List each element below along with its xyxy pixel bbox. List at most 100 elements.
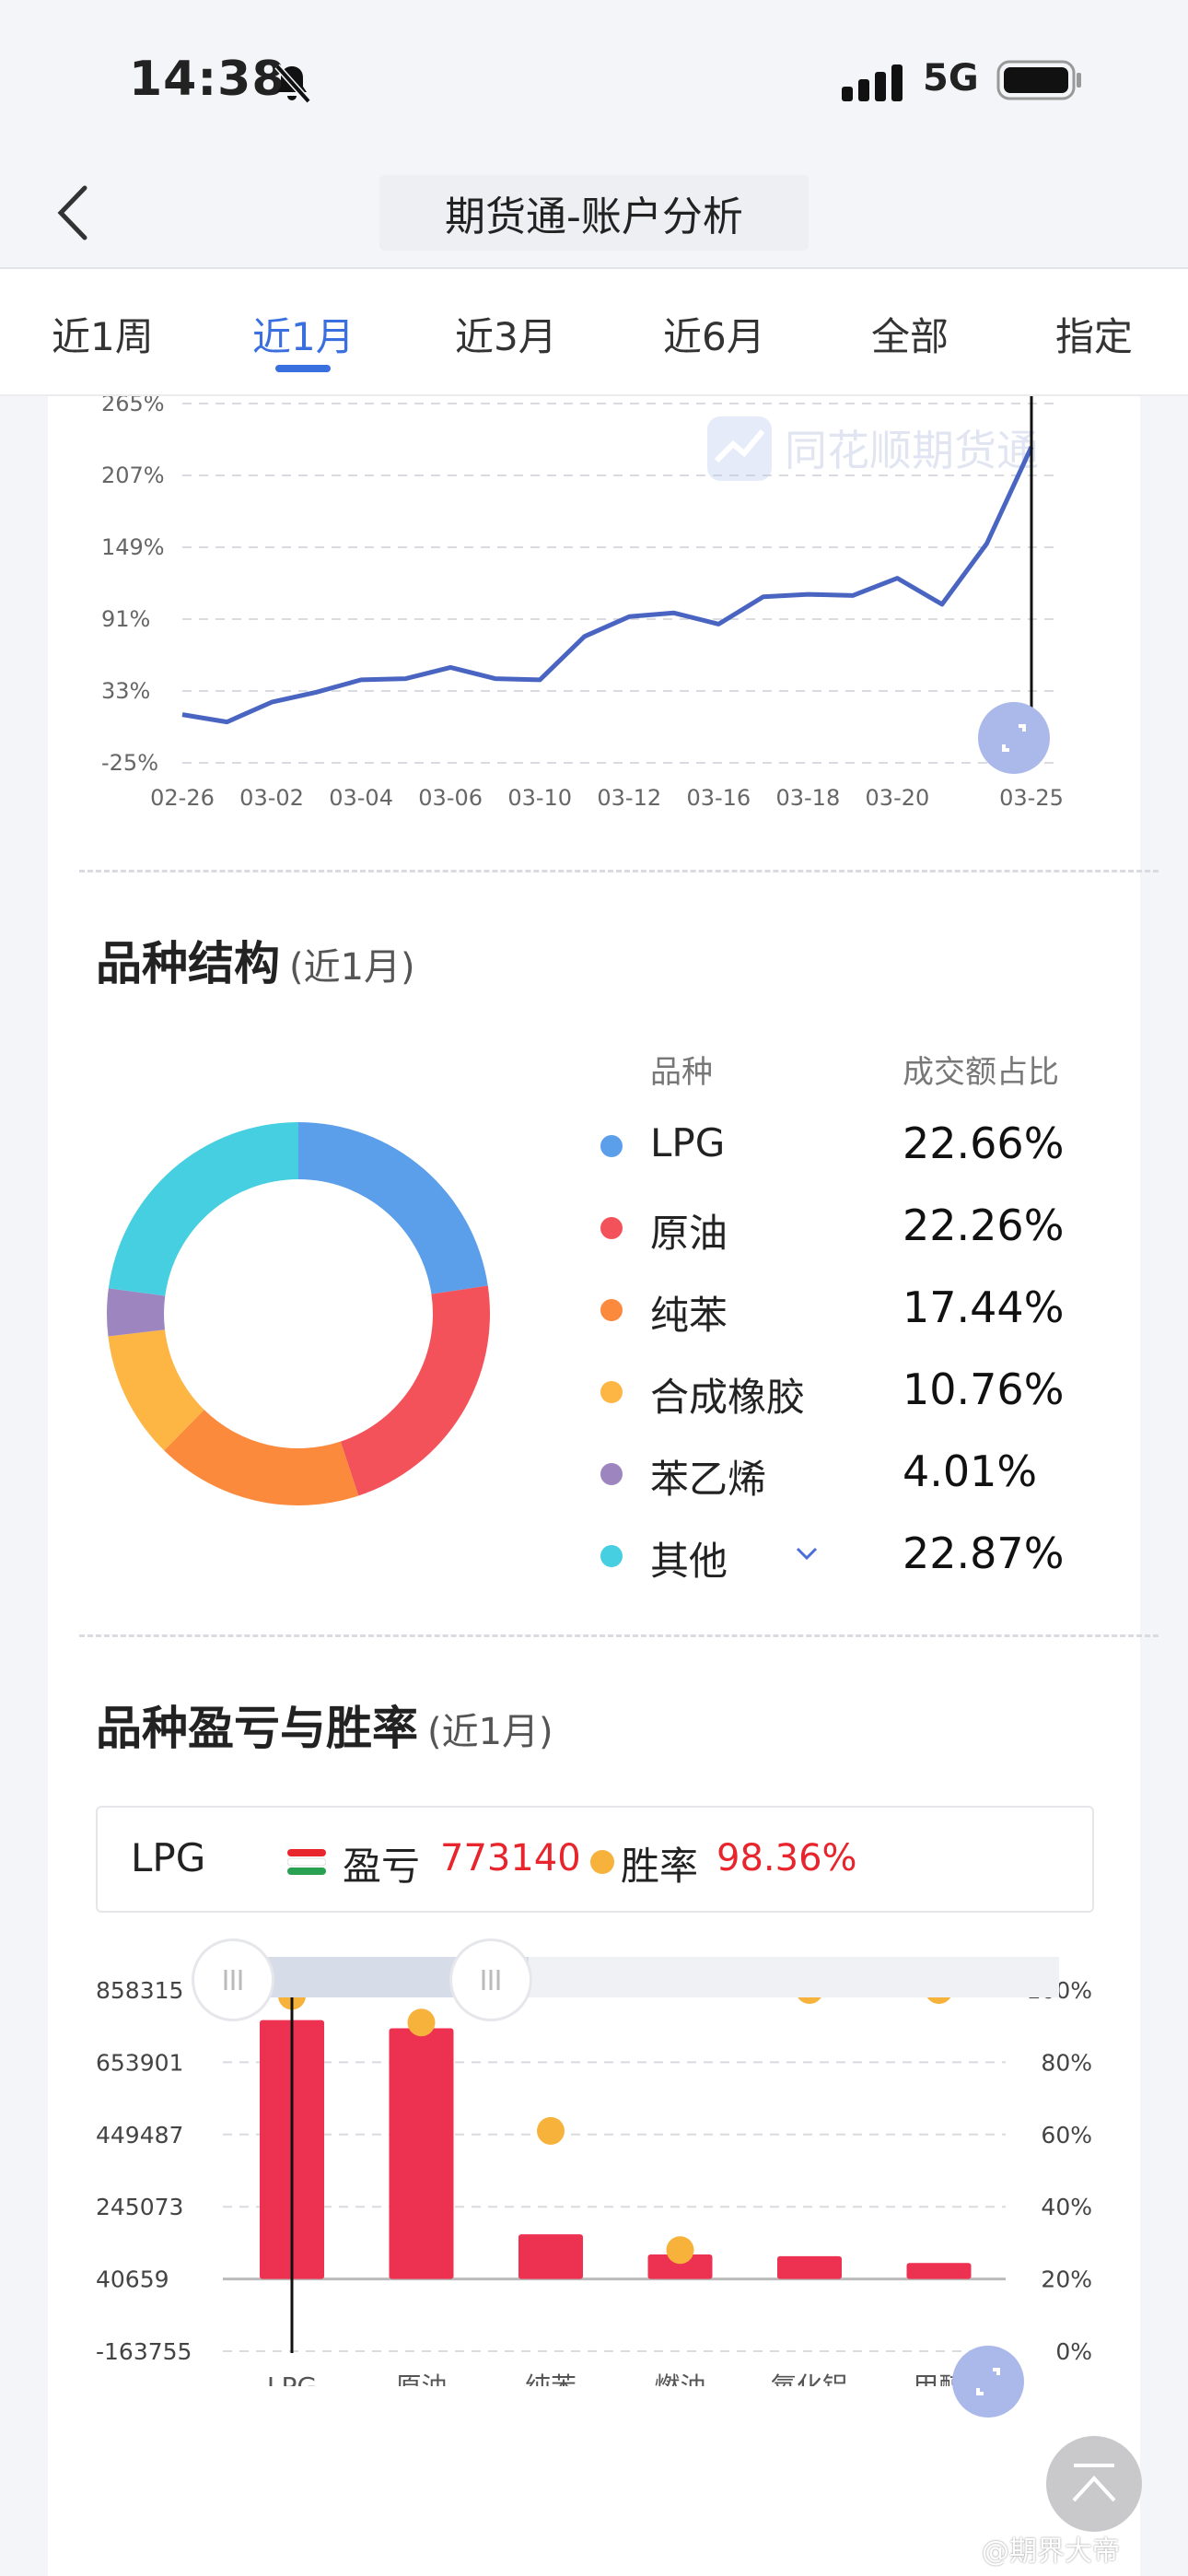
legend-dot	[600, 1135, 623, 1157]
winrate-dot[interactable]	[537, 2116, 565, 2145]
signal-icon	[842, 64, 903, 101]
tooltip-winrate-value: 98.36%	[716, 1837, 857, 1879]
expand-icon	[1002, 724, 1026, 752]
legend-name: LPG	[650, 1120, 726, 1165]
legend-percentage: 17.44%	[903, 1282, 1065, 1332]
y-tick-label: 33%	[101, 678, 150, 704]
page-title: 期货通-账户分析	[379, 175, 809, 251]
variety-structure-title: 品种结构 (近1月)	[96, 927, 415, 993]
pnl-bar[interactable]	[647, 2254, 713, 2279]
x-tick-label: LPG	[267, 2371, 317, 2386]
return-series-line	[181, 446, 1034, 725]
legend-percentage: 4.01%	[903, 1446, 1038, 1496]
chart-grid	[182, 403, 1054, 764]
chevron-down-icon[interactable]	[794, 1545, 820, 1563]
legend-item[interactable]: 其他 22.87%	[600, 1525, 1116, 1589]
pnl-bar[interactable]	[777, 2255, 842, 2279]
range-slider-right-handle[interactable]	[449, 1938, 532, 2021]
back-arrow-icon[interactable]	[52, 182, 94, 243]
tab-custom[interactable]: 指定	[1055, 314, 1134, 359]
donut-slice-0[interactable]	[298, 1122, 488, 1294]
y-left-tick-label: 653901	[96, 2049, 183, 2076]
x-tick-label: 03-06	[418, 785, 483, 811]
tab-6-month[interactable]: 近6月	[663, 314, 765, 359]
donut-slice-2[interactable]	[164, 1410, 359, 1505]
legend-percentage: 22.66%	[903, 1118, 1065, 1168]
chart-watermark: 同花顺期货通	[707, 416, 1039, 481]
y-left-tick-label: 40659	[96, 2266, 169, 2293]
watermark-text: 同花顺期货通	[785, 426, 1039, 475]
bell-muted-icon	[274, 64, 311, 104]
donut-slice-4[interactable]	[106, 1288, 166, 1337]
status-bar: 14:38 5G	[0, 0, 1188, 157]
x-axis-ticks: 02-26 03-02 03-04 03-06 03-10 03-12 03-16 03-18…	[150, 785, 1064, 811]
x-tick-label: 03-18	[775, 785, 840, 811]
pnl-bar[interactable]	[518, 2234, 583, 2279]
battery-icon	[996, 60, 1081, 100]
winrate-dot[interactable]	[407, 2008, 436, 2037]
legend-name: 合成橡胶	[650, 1375, 806, 1420]
legend-item: 合成橡胶 10.76%	[600, 1361, 1116, 1425]
legend-name: 其他	[650, 1539, 728, 1584]
donut-slice-1[interactable]	[340, 1285, 490, 1496]
tooltip-winrate-label: 胜率	[621, 1844, 699, 1889]
y-left-tick-label: 245073	[96, 2194, 183, 2220]
legend-name: 纯苯	[650, 1293, 728, 1338]
winrate-dot[interactable]	[666, 2236, 694, 2265]
x-tick-label: 03-20	[866, 785, 930, 811]
tooltip-pnl-value: 773140	[440, 1837, 581, 1879]
y-right-tick-label: 20%	[1041, 2266, 1092, 2293]
pnl-winrate-title: 品种盈亏与胜率 (近1月)	[96, 1692, 553, 1758]
legend-dot	[600, 1217, 623, 1239]
legend-percentage: 10.76%	[903, 1364, 1065, 1414]
section-title-text: 品种结构	[96, 937, 280, 990]
return-line-chart: 265% 207% 149% 91% 33% -25% 02-26 03-02 03-04 03…	[101, 396, 1064, 811]
pnl-bar[interactable]	[906, 2263, 972, 2279]
pnl-bar-chart: 858315 100%653901 80%449487 60%245073 40%406…	[96, 1976, 1092, 2386]
expand-icon	[976, 2368, 1000, 2395]
legend-name: 苯乙烯	[650, 1457, 767, 1502]
tab-3-month[interactable]: 近3月	[455, 314, 557, 359]
x-tick-label: 03-16	[686, 785, 751, 811]
grip-icon	[482, 1970, 500, 1990]
section-title-text: 品种盈亏与胜率	[96, 1702, 418, 1755]
legend-percentage: 22.87%	[903, 1528, 1065, 1578]
variety-donut-chart	[106, 1122, 490, 1505]
active-tab-indicator	[275, 365, 331, 372]
legend-dot	[600, 1545, 623, 1567]
network-label: 5G	[923, 57, 979, 100]
period-tabs: 近1周 近1月 近3月 近6月 全部 指定	[0, 269, 1188, 396]
arrow-up-icon	[1072, 2464, 1116, 2502]
x-tick-label: 03-04	[329, 785, 393, 811]
y-right-tick-label: 80%	[1041, 2049, 1092, 2076]
y-right-tick-label: 60%	[1041, 2122, 1092, 2149]
x-tick-label: 03-12	[597, 785, 661, 811]
y-tick-label: -25%	[101, 750, 158, 776]
section-subtitle: (近1月)	[289, 946, 415, 989]
y-tick-label: 265%	[101, 396, 165, 416]
x-tick-label: 氧化铝	[771, 2371, 848, 2386]
section-subtitle: (近1月)	[427, 1711, 553, 1753]
back-to-top-button[interactable]	[1046, 2436, 1142, 2532]
donut-slice-3[interactable]	[108, 1329, 204, 1451]
legend-dot	[600, 1381, 623, 1403]
donut-slice-5[interactable]	[108, 1122, 299, 1296]
pnl-bar[interactable]	[389, 2028, 454, 2279]
y-tick-label: 91%	[101, 606, 150, 632]
footer-watermark: @期界大帝	[982, 2535, 1120, 2568]
pnl-legend-icon	[287, 1849, 326, 1875]
tab-all[interactable]: 全部	[871, 314, 949, 359]
y-tick-label: 207%	[101, 463, 165, 488]
expand-chart-button[interactable]	[978, 702, 1050, 774]
expand-chart-button[interactable]	[952, 2346, 1024, 2418]
range-slider-left-handle[interactable]	[192, 1938, 274, 2021]
x-tick-label: 燃油	[654, 2371, 705, 2386]
legend-item: 原油 22.26%	[600, 1197, 1116, 1261]
legend-dot	[600, 1299, 623, 1321]
tab-1-month[interactable]: 近1月	[252, 314, 355, 359]
status-time: 14:38	[129, 52, 286, 107]
tab-1-week[interactable]: 近1周	[52, 314, 154, 359]
legend-item: 苯乙烯 4.01%	[600, 1443, 1116, 1507]
legend-header-name: 品种	[650, 1054, 713, 1091]
